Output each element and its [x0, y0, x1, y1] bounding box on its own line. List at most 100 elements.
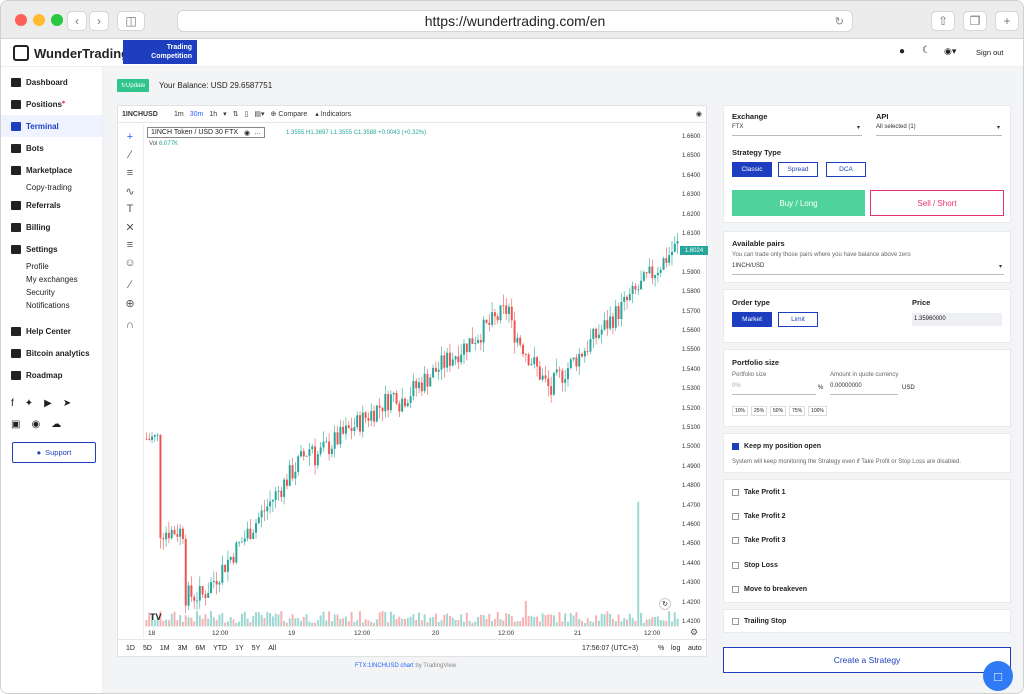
- sidebar-item-marketplace[interactable]: Marketplace: [1, 159, 102, 181]
- facebook-icon[interactable]: f: [11, 398, 14, 409]
- sidebar-item-billing[interactable]: Billing: [1, 216, 102, 238]
- sidebar-item-help-center[interactable]: Help Center: [1, 320, 102, 342]
- indicators-button[interactable]: Indicators: [320, 110, 352, 118]
- price-input[interactable]: 1.35960000: [912, 313, 1002, 326]
- api-select[interactable]: All selected (1) ▾: [876, 124, 1002, 136]
- youtube-icon[interactable]: ▶: [44, 398, 52, 409]
- user-icon[interactable]: ●: [899, 46, 906, 57]
- brand-name[interactable]: WunderTrading: [34, 46, 130, 61]
- support-button[interactable]: ● Support: [12, 442, 96, 463]
- interval-30m[interactable]: 30m: [189, 110, 204, 118]
- trailing-stop-checkbox[interactable]: [732, 618, 739, 625]
- buy-long-button[interactable]: Buy / Long: [732, 190, 865, 216]
- take-profit-2-checkbox[interactable]: [732, 513, 739, 520]
- percent-scale-toggle[interactable]: %: [658, 645, 665, 652]
- magnet-icon[interactable]: ∩: [126, 319, 134, 331]
- sidebar-item-bots[interactable]: Bots: [1, 137, 102, 159]
- maximize-window-button[interactable]: [51, 14, 63, 26]
- forward-icon[interactable]: ›: [89, 11, 109, 31]
- pct-75-button[interactable]: 75%: [789, 406, 806, 416]
- discord-icon[interactable]: ▣: [11, 419, 21, 430]
- keep-position-checkbox[interactable]: [732, 443, 739, 450]
- ruler-icon[interactable]: ∕: [129, 279, 131, 291]
- candles-icon[interactable]: ▯: [244, 111, 249, 118]
- range-1m[interactable]: 1M: [159, 645, 170, 652]
- text-icon[interactable]: T: [126, 203, 134, 215]
- chart-legend-title[interactable]: 1INCH Token / USD 30 FTX ◉…: [147, 127, 266, 138]
- order-market-button[interactable]: Market: [732, 312, 772, 327]
- take-profit-3-checkbox[interactable]: [732, 537, 739, 544]
- eye-icon[interactable]: ◉: [244, 129, 251, 137]
- pairs-select[interactable]: 1INCH/USD ▾: [732, 263, 1004, 275]
- amount-input[interactable]: 0.00000000: [830, 383, 898, 395]
- language-globe-icon[interactable]: ◉▾: [944, 46, 957, 56]
- camera-icon[interactable]: ◉: [695, 111, 702, 118]
- sidebar-item-dashboard[interactable]: Dashboard: [1, 71, 102, 93]
- address-bar[interactable]: https://wundertrading.com/en ↻: [177, 10, 853, 32]
- update-button[interactable]: ↻ Update: [117, 79, 150, 92]
- pattern-icon[interactable]: ✕: [125, 221, 135, 234]
- tabs-icon[interactable]: ❐: [963, 11, 987, 31]
- strategy-classic-button[interactable]: Classic: [732, 162, 772, 177]
- sell-short-button[interactable]: Sell / Short: [870, 190, 1004, 216]
- projection-icon[interactable]: ≡: [126, 239, 134, 251]
- chart-source-link[interactable]: FTX:1INCHUSD chart: [355, 663, 414, 669]
- zoom-in-icon[interactable]: ⊕: [125, 297, 135, 310]
- range-all[interactable]: All: [268, 645, 277, 652]
- sidebar-item-copy-trading[interactable]: Copy-trading: [1, 181, 102, 194]
- chat-bubble-icon[interactable]: □: [983, 661, 1013, 691]
- back-icon[interactable]: ‹: [67, 11, 87, 31]
- sidebar-item-roadmap[interactable]: Roadmap: [1, 364, 102, 386]
- interval-1h[interactable]: 1h: [209, 110, 218, 118]
- pct-10-button[interactable]: 10%: [732, 406, 749, 416]
- chart-settings-gear-icon[interactable]: ⚙: [690, 627, 699, 637]
- sign-out-link[interactable]: Sign out: [976, 48, 1004, 57]
- emoji-icon[interactable]: ☺: [124, 257, 136, 269]
- share-icon[interactable]: ⇧: [931, 11, 955, 31]
- pct-25-button[interactable]: 25%: [751, 406, 768, 416]
- candlestick-plot[interactable]: [145, 124, 679, 626]
- strategy-spread-button[interactable]: Spread: [778, 162, 818, 177]
- compare-button[interactable]: Compare: [278, 110, 308, 118]
- range-5d[interactable]: 5D: [142, 645, 152, 652]
- crosshair-icon[interactable]: +: [126, 131, 134, 143]
- take-profit-1-checkbox[interactable]: [732, 489, 739, 496]
- symbol-search[interactable]: 1INCHUSD: [122, 110, 158, 118]
- fib-icon[interactable]: ≡: [126, 167, 134, 179]
- interval-dropdown-icon[interactable]: ▾: [223, 111, 227, 118]
- indicators-icon[interactable]: ▴: [315, 111, 319, 118]
- order-limit-button[interactable]: Limit: [778, 312, 818, 327]
- scroll-to-realtime-icon[interactable]: ↻: [659, 598, 671, 610]
- twitter-icon[interactable]: ✦: [24, 398, 34, 409]
- close-window-button[interactable]: [15, 14, 27, 26]
- stop-loss-checkbox[interactable]: [732, 562, 739, 569]
- log-scale-toggle[interactable]: log: [671, 645, 681, 652]
- sidebar-item-positions[interactable]: Positions •: [1, 93, 102, 115]
- reload-icon[interactable]: ↻: [834, 15, 844, 28]
- sidebar-item-bitcoin-analytics[interactable]: Bitcoin analytics: [1, 342, 102, 364]
- trading-competition-banner[interactable]: Trading Competition: [123, 40, 197, 64]
- sidebar-item-profile[interactable]: Profile: [1, 260, 102, 273]
- sidebar-item-settings[interactable]: Settings: [1, 238, 102, 260]
- cloud-icon[interactable]: ☁: [51, 419, 62, 430]
- strategy-dca-button[interactable]: DCA: [826, 162, 866, 177]
- range-ytd[interactable]: YTD: [213, 645, 228, 652]
- minimize-window-button[interactable]: [33, 14, 45, 26]
- sidebar-item-my-exchanges[interactable]: My exchanges: [1, 273, 102, 286]
- move-to-breakeven-checkbox[interactable]: [732, 586, 739, 593]
- interval-1m[interactable]: 1m: [174, 110, 184, 118]
- compare-plus-icon[interactable]: ⊕: [270, 111, 277, 118]
- theme-moon-icon[interactable]: ☾: [922, 45, 931, 56]
- range-5y[interactable]: 5Y: [251, 645, 261, 652]
- tradingview-chart[interactable]: 1INCHUSD 1m 30m 1h ▾ ⇅ ▯ ▤▾ ⊕ Compare ▴ …: [117, 105, 708, 657]
- sidebar-toggle-icon[interactable]: ◫: [117, 11, 145, 31]
- range-1y[interactable]: 1Y: [235, 645, 244, 652]
- auto-scale-toggle[interactable]: auto: [688, 645, 702, 652]
- range-1d[interactable]: 1D: [126, 645, 135, 652]
- sidebar-item-security[interactable]: Security: [1, 286, 102, 299]
- pct-100-button[interactable]: 100%: [808, 406, 827, 416]
- brush-icon[interactable]: ∿: [125, 185, 135, 198]
- chart-type-icon[interactable]: ▤▾: [254, 111, 265, 118]
- pct-50-button[interactable]: 50%: [770, 406, 787, 416]
- sidebar-item-referrals[interactable]: Referrals: [1, 194, 102, 216]
